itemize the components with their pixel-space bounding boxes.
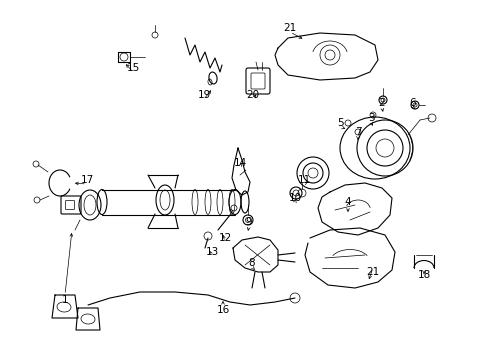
Text: 18: 18 [417,270,430,280]
Text: 17: 17 [80,175,93,185]
Text: 5: 5 [337,118,344,128]
Text: 8: 8 [248,258,255,268]
Text: 13: 13 [205,247,218,257]
Text: 15: 15 [126,63,140,73]
Text: 19: 19 [197,90,210,100]
Text: 11: 11 [297,175,310,185]
Text: 21: 21 [283,23,296,33]
Text: 16: 16 [216,305,229,315]
Text: 1: 1 [61,295,68,305]
Text: 14: 14 [233,158,246,168]
Text: 3: 3 [367,113,373,123]
Text: 2: 2 [378,98,385,108]
Text: 7: 7 [354,127,361,137]
Text: 20: 20 [246,90,259,100]
Text: 21: 21 [366,267,379,277]
Text: 4: 4 [344,197,350,207]
Text: 6: 6 [409,98,415,108]
Text: 9: 9 [245,217,252,227]
Text: 12: 12 [218,233,231,243]
Text: 10: 10 [288,193,301,203]
